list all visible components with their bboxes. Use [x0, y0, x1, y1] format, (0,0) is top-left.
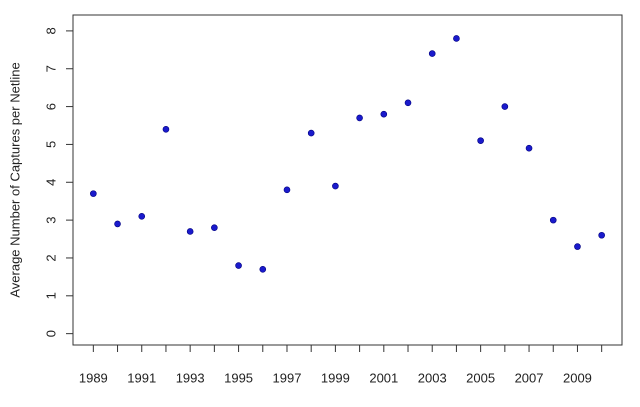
point: [525, 144, 533, 152]
x-tick-label: 2005: [466, 370, 495, 385]
point: [235, 262, 242, 269]
point: [598, 231, 605, 239]
point: [356, 114, 363, 122]
x-tick-label: 2001: [369, 370, 398, 385]
point: [114, 220, 121, 228]
y-tick-label: 1: [43, 292, 58, 299]
y-tick-label: 5: [43, 141, 58, 148]
y-tick-label: 0: [43, 330, 58, 337]
point: [477, 137, 484, 144]
y-tick-label: 8: [43, 27, 58, 34]
point: [283, 186, 291, 194]
point: [501, 103, 509, 110]
point: [453, 35, 460, 42]
point: [90, 190, 97, 197]
point: [259, 266, 267, 273]
point: [138, 213, 146, 220]
point: [574, 243, 581, 250]
point: [380, 110, 388, 118]
point: [428, 50, 436, 57]
x-tick-label: 1997: [273, 370, 302, 385]
point: [162, 125, 170, 133]
x-tick-label: 1993: [176, 370, 205, 385]
x-tick-label: 1999: [321, 370, 350, 385]
x-tick-label: 1995: [224, 370, 253, 385]
plot-box: [72, 14, 623, 346]
x-tick-label: 2009: [563, 370, 592, 385]
x-tick-label: 2007: [515, 370, 544, 385]
x-tick-label: 1991: [127, 370, 156, 385]
point: [404, 99, 412, 107]
x-tick-label: 2003: [418, 370, 447, 385]
y-tick-label: 2: [43, 254, 58, 261]
point: [549, 216, 557, 224]
y-axis-label: Average Number of Captures per Netline: [7, 62, 22, 297]
point: [307, 129, 315, 137]
point: [186, 228, 194, 235]
x-tick-label: 1989: [79, 370, 108, 385]
point: [211, 224, 218, 231]
y-tick-label: 6: [43, 103, 58, 110]
y-tick-label: 3: [43, 216, 58, 223]
y-tick-label: 4: [43, 179, 58, 186]
point: [332, 182, 339, 190]
y-tick-label: 7: [43, 65, 58, 72]
